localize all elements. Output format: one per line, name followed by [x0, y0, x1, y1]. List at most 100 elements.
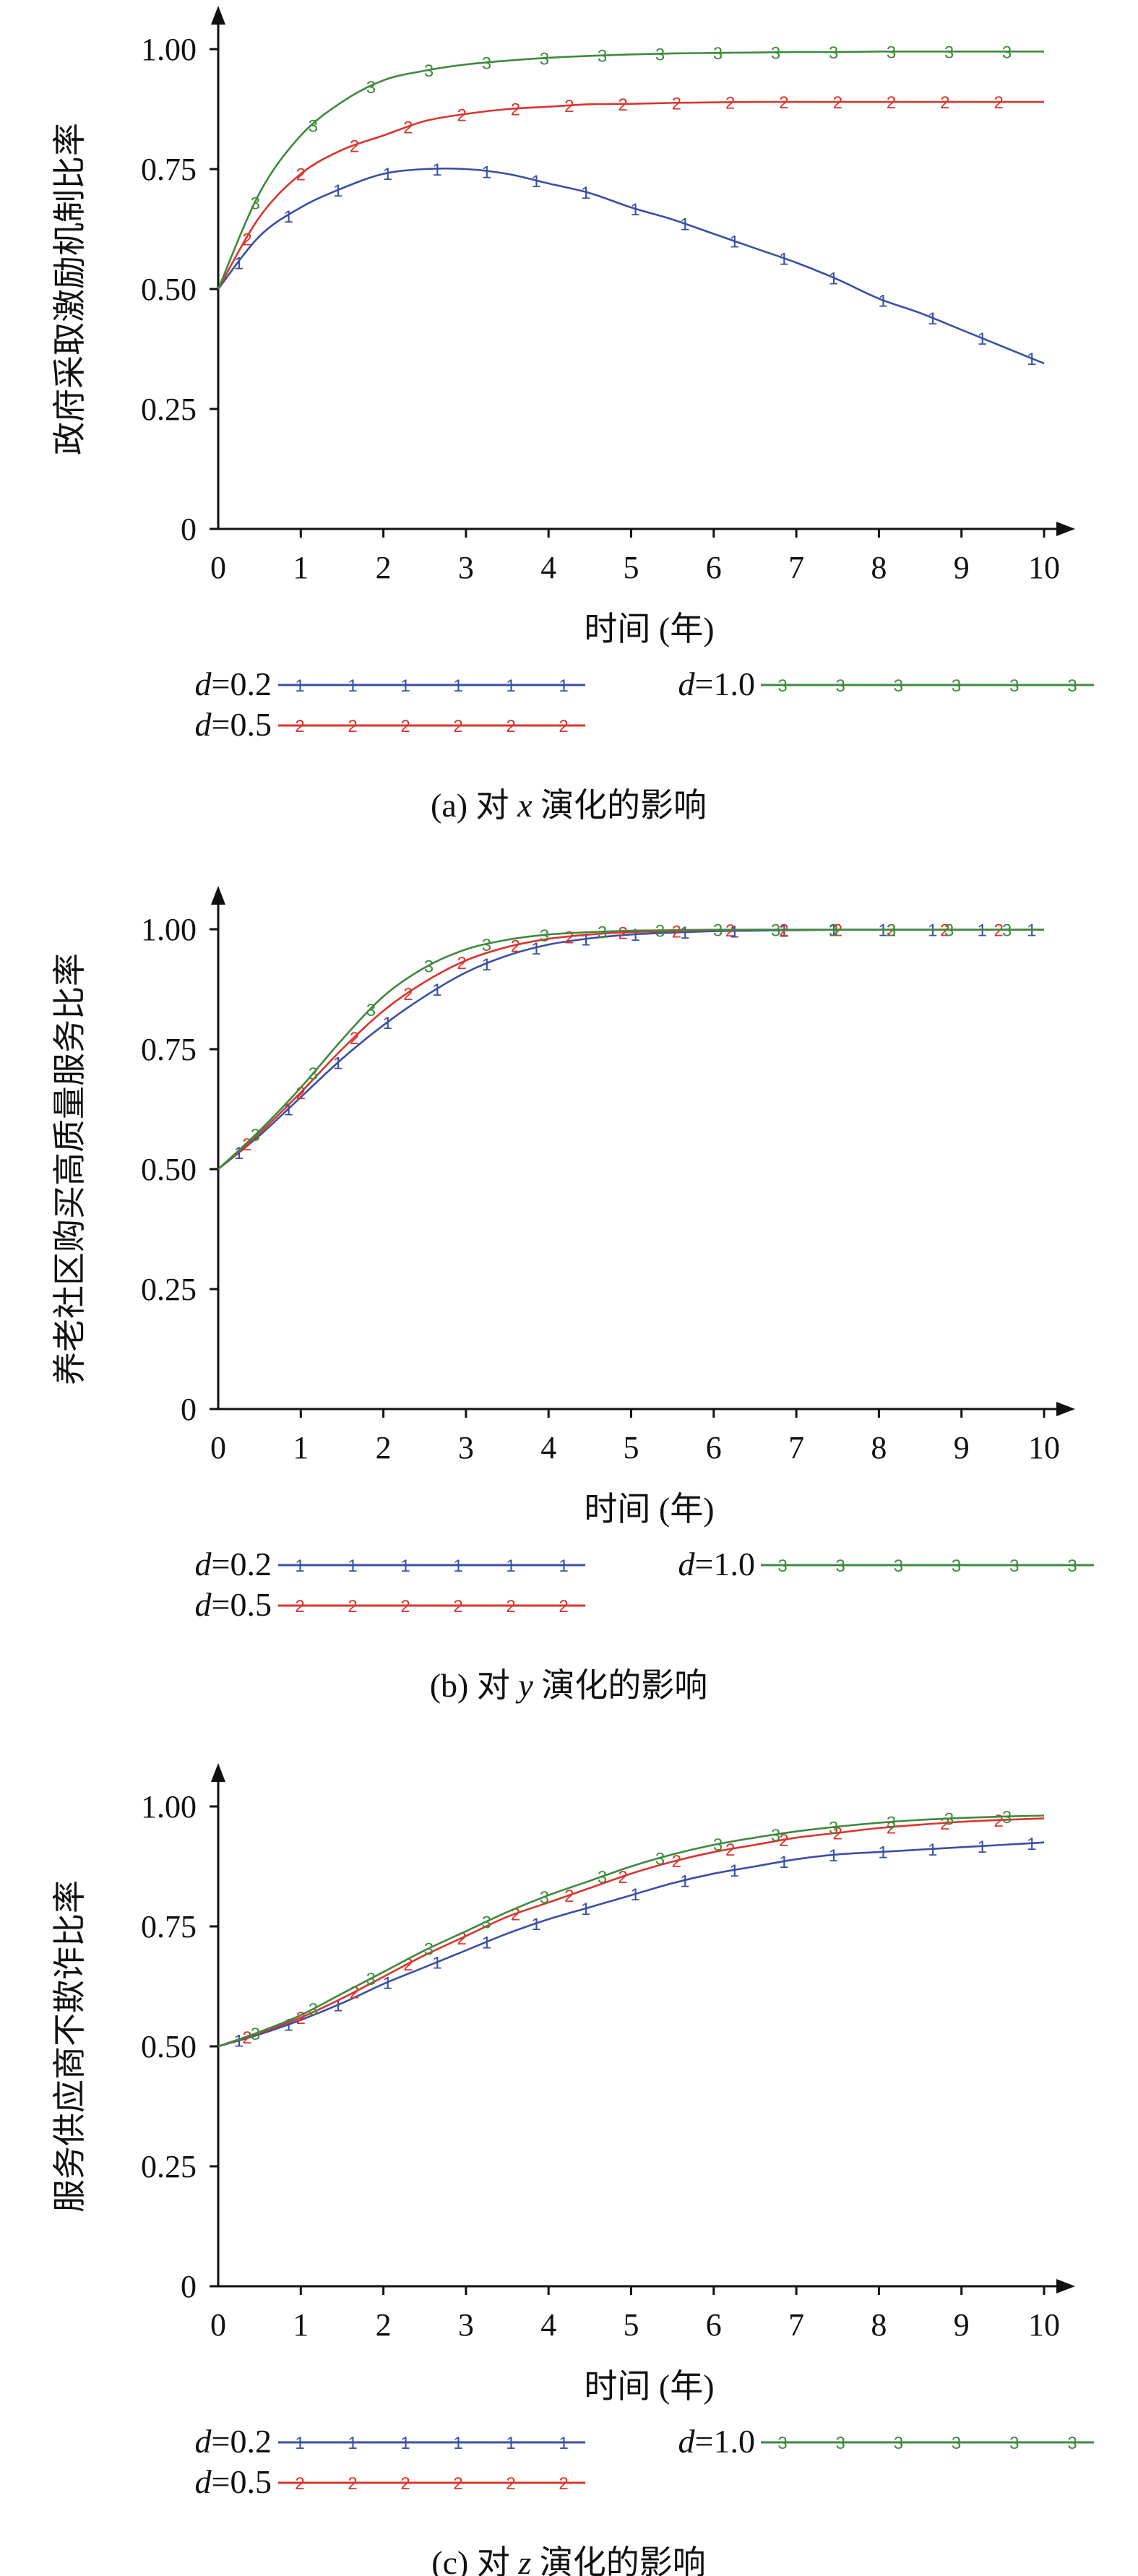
series-marker-2: 2 — [779, 1831, 788, 1851]
series-marker-3: 3 — [482, 936, 491, 955]
y-axis-arrow — [211, 6, 225, 25]
y-tick-label: 0.25 — [141, 2149, 197, 2184]
x-tick-label: 10 — [1028, 2307, 1060, 2343]
series-marker-1: 1 — [730, 1861, 739, 1881]
series-marker-2: 2 — [940, 93, 949, 113]
x-axis-arrow — [1056, 522, 1075, 536]
series-marker-1: 1 — [333, 181, 342, 201]
series-marker-3: 3 — [366, 78, 376, 98]
y-tick-label: 0.75 — [141, 152, 197, 187]
y-tick-label: 0 — [181, 2269, 197, 2304]
series-marker-2: 2 — [725, 921, 735, 941]
legend-marker: 3 — [894, 1556, 903, 1576]
legend-marker: 2 — [559, 2474, 568, 2494]
legend-marker: 1 — [559, 676, 568, 696]
legend-marker: 1 — [348, 676, 357, 696]
x-tick-label: 6 — [706, 550, 722, 585]
series-marker-1: 1 — [383, 1014, 392, 1033]
x-axis-title: 时间 (年) — [584, 611, 714, 647]
series-marker-3: 3 — [944, 921, 954, 941]
series-marker-3: 3 — [598, 923, 607, 942]
legend-marker: 3 — [836, 1556, 845, 1576]
x-tick-label: 1 — [293, 550, 309, 585]
series-marker-2: 2 — [403, 119, 413, 138]
series-marker-3: 3 — [1002, 43, 1012, 62]
series-line-3 — [217, 1814, 1045, 2048]
series-marker-1: 1 — [928, 1840, 937, 1860]
series-marker-1: 1 — [482, 955, 491, 975]
series-marker-1: 1 — [283, 1100, 293, 1119]
legend-marker: 3 — [952, 2434, 961, 2453]
series-marker-1: 1 — [928, 309, 937, 329]
series-marker-1: 1 — [829, 921, 838, 941]
series-marker-2: 2 — [618, 1868, 627, 1887]
series-marker-1: 1 — [383, 1973, 392, 1993]
legend-marker: 1 — [400, 676, 410, 696]
y-tick-label: 0.50 — [141, 1152, 197, 1187]
legend-marker: 1 — [506, 1556, 515, 1576]
series-marker-2: 2 — [564, 1887, 574, 1906]
x-tick-label: 0 — [210, 1430, 226, 1465]
series-marker-3: 3 — [598, 1868, 607, 1887]
x-tick-label: 9 — [954, 2307, 970, 2343]
y-axis-title: 服务供应商不欺诈比率 — [51, 1880, 88, 2213]
series-marker-2: 2 — [511, 936, 520, 956]
series-marker-1: 1 — [978, 1838, 987, 1857]
series-marker-3: 3 — [944, 43, 954, 62]
x-axis-title: 时间 (年) — [584, 1491, 714, 1528]
legend-marker: 2 — [559, 717, 568, 736]
series-marker-3: 3 — [366, 1970, 376, 1989]
series-marker-1: 1 — [631, 200, 640, 220]
series-marker-1: 1 — [333, 1054, 342, 1074]
series-marker-1: 1 — [978, 921, 987, 941]
panel-caption: (c) 对 z 演化的影响 — [431, 2544, 705, 2576]
legend-label: d=0.2 — [195, 2423, 272, 2460]
series-marker-2: 2 — [833, 921, 842, 941]
series-marker-2: 2 — [457, 106, 467, 126]
x-tick-label: 3 — [458, 1430, 474, 1465]
series-marker-3: 3 — [771, 1826, 780, 1845]
series-marker-3: 3 — [944, 1810, 954, 1830]
legend-marker: 3 — [836, 2434, 845, 2453]
x-tick-label: 4 — [540, 550, 556, 585]
series-marker-1: 1 — [878, 921, 887, 941]
x-tick-label: 4 — [540, 1430, 556, 1465]
x-tick-label: 9 — [954, 550, 970, 585]
legend-marker: 1 — [453, 2434, 462, 2453]
series-marker-1: 1 — [432, 1953, 441, 1973]
legend-marker: 3 — [1067, 2434, 1077, 2453]
series-marker-1: 1 — [878, 1843, 887, 1863]
series-marker-3: 3 — [482, 1913, 491, 1932]
legend-marker: 2 — [295, 717, 304, 736]
x-tick-label: 0 — [210, 2307, 226, 2343]
series-marker-2: 2 — [833, 1825, 842, 1844]
legend-label: d=0.2 — [195, 1546, 272, 1582]
x-tick-label: 10 — [1028, 550, 1060, 585]
legend-entry-3: d=1.0 3 3 3 3 3 3 — [678, 2423, 1094, 2460]
y-axis-title: 养老社区购买高质量服务比率 — [51, 953, 88, 1385]
series-marker-3: 3 — [309, 117, 318, 137]
legend-entry-2: d=0.5 2 2 2 2 2 2 — [195, 706, 585, 743]
legend-marker: 3 — [836, 676, 845, 696]
series-marker-1: 1 — [1027, 1835, 1036, 1854]
legend-marker: 1 — [295, 676, 304, 696]
x-tick-label: 10 — [1028, 1430, 1060, 1465]
legend-marker: 2 — [295, 1597, 304, 1616]
legend-marker: 2 — [506, 2474, 515, 2494]
series-marker-2: 2 — [296, 165, 306, 185]
series-marker-2: 2 — [350, 137, 359, 156]
series-marker-3: 3 — [424, 1940, 434, 1960]
series-marker-3: 3 — [887, 921, 896, 941]
series-marker-1: 1 — [383, 165, 392, 184]
y-tick-label: 0.50 — [141, 272, 197, 307]
legend-marker: 2 — [400, 2474, 410, 2494]
series-marker-1: 1 — [680, 1871, 689, 1891]
legend-marker: 1 — [506, 2434, 515, 2453]
series-marker-1: 1 — [779, 922, 788, 942]
series-marker-2: 2 — [618, 924, 627, 944]
legend-marker: 1 — [295, 2434, 304, 2453]
x-tick-label: 2 — [376, 2307, 392, 2343]
legend-marker: 1 — [348, 1556, 357, 1576]
y-axis-title: 政府采取激励机制比率 — [51, 123, 88, 455]
y-tick-label: 0.75 — [141, 1032, 197, 1067]
